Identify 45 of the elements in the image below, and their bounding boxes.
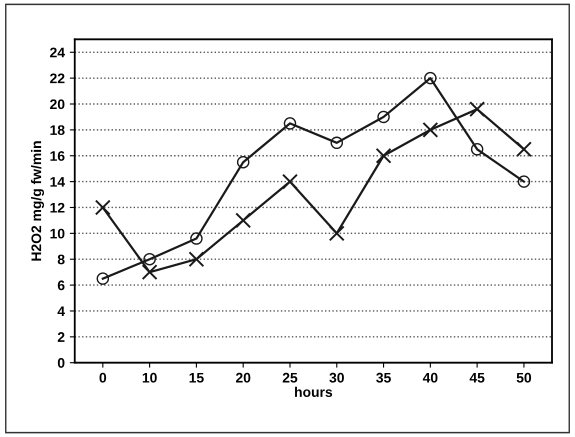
y-tick-label: 12 (50, 202, 64, 213)
x-tick-label: 35 (376, 372, 391, 383)
point (424, 72, 437, 84)
y-tick-label: 18 (50, 125, 65, 136)
y-tick-label: 6 (58, 280, 65, 290)
x-tick-label: 20 (236, 372, 250, 383)
y-tick-label: 14 (50, 177, 65, 187)
point (142, 264, 158, 280)
x-tick-label: 30 (329, 372, 344, 383)
point (284, 117, 296, 130)
point (376, 148, 392, 164)
x-tick-label: 10 (142, 372, 157, 383)
x-tick-label: 25 (282, 372, 298, 383)
y-tick-label: 24 (50, 48, 65, 58)
point (328, 225, 345, 242)
y-tick-label: 22 (50, 73, 64, 84)
point (330, 136, 344, 150)
y-tick-label: 8 (58, 254, 65, 264)
y-axis-title: H2O2 mg/g fw/min (31, 141, 44, 261)
point (470, 143, 484, 156)
x-axis-title: hours (295, 386, 332, 397)
x-tick-label: 40 (422, 372, 438, 383)
y-tick-label: 16 (50, 151, 65, 161)
x-tick-label: 45 (470, 372, 484, 383)
y-tick-label: 10 (50, 228, 64, 239)
point (377, 110, 390, 124)
point (143, 252, 156, 266)
point (422, 122, 438, 138)
x-tick-label: 50 (516, 372, 532, 383)
point (469, 101, 486, 118)
y-tick-label: 20 (50, 99, 64, 110)
y-tick-label: 4 (58, 306, 65, 316)
point (94, 200, 111, 216)
x-tick-label: 15 (190, 372, 204, 383)
point (518, 175, 530, 188)
point (188, 251, 204, 268)
x-tick-label: 0 (100, 372, 106, 383)
point (516, 141, 532, 158)
point (235, 212, 252, 228)
y-tick-label: 0 (58, 358, 64, 368)
point (236, 156, 250, 168)
point (282, 174, 298, 190)
point (190, 232, 203, 245)
y-tick-label: 2 (58, 332, 64, 342)
point (96, 272, 110, 285)
